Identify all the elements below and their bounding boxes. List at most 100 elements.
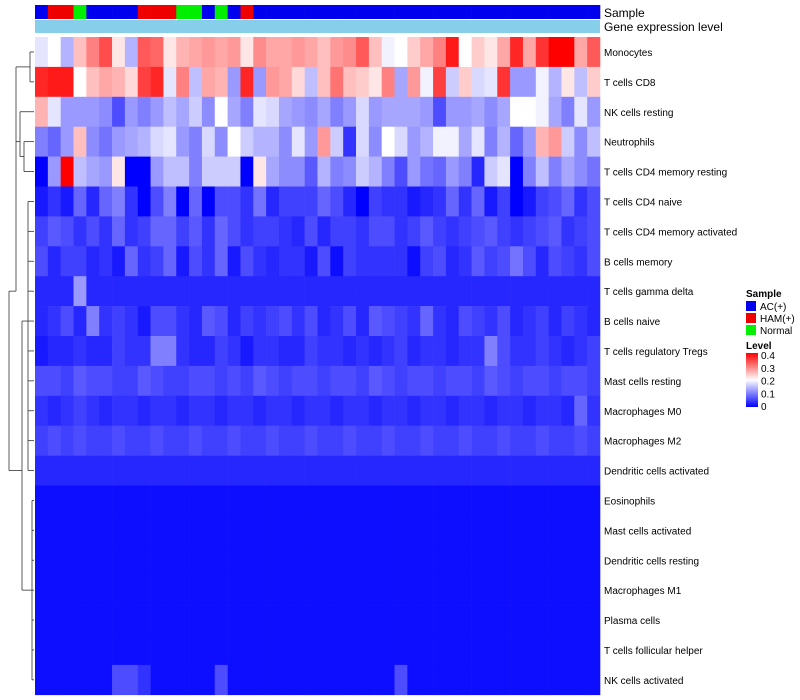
heatmap-cell	[73, 425, 87, 456]
heatmap-cell	[317, 605, 331, 636]
sample-annotation-cell	[163, 5, 177, 19]
heatmap-cell	[214, 485, 228, 516]
heatmap-cell	[214, 66, 228, 98]
heatmap-cell	[445, 246, 460, 277]
sample-annotation-cell	[497, 5, 511, 19]
heatmap-cell	[163, 605, 177, 636]
heatmap-cell	[407, 395, 421, 426]
heatmap-cell	[356, 126, 370, 157]
heatmap-cell	[561, 306, 575, 337]
heatmap-cell	[458, 186, 472, 217]
heatmap-cell	[163, 126, 177, 157]
heatmap-cell	[394, 216, 408, 247]
heatmap-cell	[240, 395, 254, 426]
heatmap-cell	[471, 515, 485, 546]
heatmap-cell	[112, 365, 126, 397]
heatmap-cell	[445, 485, 460, 516]
heatmap-cell	[510, 455, 524, 486]
heatmap-cell	[433, 455, 447, 486]
heatmap-cell	[343, 186, 357, 217]
heatmap-cell	[330, 515, 344, 546]
heatmap-cell	[227, 246, 241, 277]
heatmap-cell	[317, 515, 331, 546]
heatmap-cell	[394, 575, 408, 606]
heatmap-cell	[124, 306, 139, 337]
sample-annotation-cell	[137, 5, 151, 19]
heatmap-cell	[47, 664, 61, 696]
heatmap-cell	[561, 485, 575, 516]
heatmap-cell	[253, 575, 267, 606]
heatmap-cell	[574, 156, 588, 187]
heatmap-cell	[73, 37, 87, 68]
heatmap-cell	[47, 336, 61, 367]
heatmap-cell	[266, 156, 280, 187]
heatmap-cell	[278, 395, 293, 426]
heatmap-cell	[304, 485, 318, 516]
heatmap-cell	[394, 425, 408, 456]
heatmap-cell	[548, 635, 562, 666]
heatmap-cell	[137, 425, 151, 456]
heatmap-cell	[99, 455, 113, 486]
sample-annotation-cell	[227, 5, 241, 19]
heatmap-cell	[112, 664, 126, 696]
heatmap-cell	[253, 425, 267, 456]
heatmap-cell	[176, 635, 190, 666]
heatmap-cell	[368, 156, 383, 187]
heatmap-cell	[343, 664, 357, 696]
heatmap-cell	[522, 246, 537, 277]
heatmap-cell	[343, 485, 357, 516]
heatmap-cell	[47, 216, 61, 247]
heatmap-cell	[381, 276, 395, 307]
heatmap-cell	[73, 545, 87, 576]
heatmap-cell	[201, 545, 216, 576]
heatmap-cell	[343, 635, 357, 666]
heatmap-cell	[176, 515, 190, 546]
row-label: T cells CD4 naive	[604, 197, 683, 208]
sample-annotation-cell	[214, 5, 228, 19]
heatmap-cell	[497, 276, 511, 307]
heatmap-cell	[343, 395, 357, 426]
heatmap-cell	[278, 96, 293, 127]
heatmap-cell	[407, 605, 421, 636]
heatmap-cell	[47, 186, 61, 217]
heatmap-cell	[484, 66, 498, 98]
heatmap-cell	[214, 156, 228, 187]
heatmap-cell	[484, 216, 498, 247]
heatmap-cell	[163, 96, 177, 127]
row-dendrogram	[8, 51, 34, 681]
heatmap-cell	[484, 126, 498, 157]
heatmap-cell	[497, 186, 511, 217]
heatmap-cell	[112, 216, 126, 247]
heatmap-cell	[99, 515, 113, 546]
heatmap-cell	[176, 96, 190, 127]
heatmap-cell	[35, 66, 49, 98]
heatmap-cell	[587, 485, 601, 516]
heatmap-cell	[163, 455, 177, 486]
heatmap-cell	[510, 635, 524, 666]
heatmap-cell	[278, 216, 293, 247]
heatmap-cell	[420, 96, 434, 127]
heatmap-cell	[445, 216, 460, 247]
heatmap-cell	[587, 156, 601, 187]
heatmap-cell	[510, 186, 524, 217]
heatmap-cell	[227, 425, 241, 456]
heatmap-cell	[407, 276, 421, 307]
heatmap-cell	[587, 336, 601, 367]
heatmap-cell	[394, 545, 408, 576]
sample-annotation-cell	[356, 5, 370, 19]
heatmap-cell	[356, 664, 370, 696]
heatmap-cell	[356, 336, 370, 367]
heatmap-cell	[304, 246, 318, 277]
heatmap-cell	[240, 126, 254, 157]
heatmap-cell	[317, 575, 331, 606]
heatmap-cell	[561, 276, 575, 307]
heatmap-cell	[484, 246, 498, 277]
heatmap-cell	[407, 664, 421, 696]
heatmap-cell	[86, 66, 100, 98]
heatmap-cell	[124, 126, 139, 157]
heatmap-cell	[291, 246, 305, 277]
heatmap-cell	[86, 395, 100, 426]
heatmap-cell	[189, 66, 203, 98]
heatmap-cell	[381, 365, 395, 397]
